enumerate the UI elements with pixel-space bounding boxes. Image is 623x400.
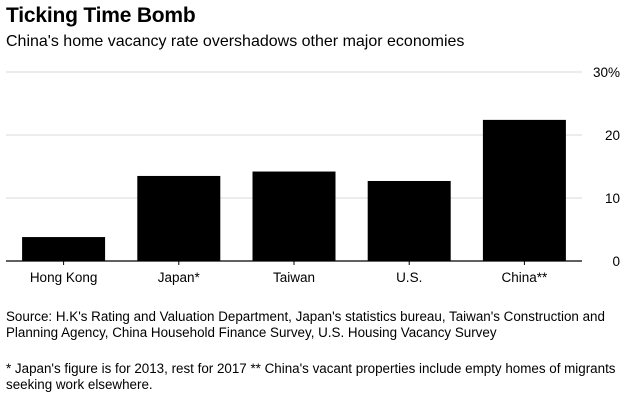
y-tick-label: 10 <box>605 191 620 206</box>
y-tick-label: 20 <box>605 128 620 143</box>
chart-subtitle: China's home vacancy rate overshadows ot… <box>6 33 465 50</box>
chart-title: Ticking Time Bomb <box>6 4 196 27</box>
y-tick-label: 30% <box>593 65 620 80</box>
y-axis-ticks: 0 10 20 30% <box>593 65 620 269</box>
x-category-label: Hong Kong <box>30 270 98 285</box>
bar-taiwan <box>252 171 336 261</box>
bar-u-s <box>367 180 451 261</box>
x-category-label: China** <box>502 270 549 285</box>
bar-hong-kong <box>22 237 106 261</box>
x-category-label: Japan* <box>158 270 201 285</box>
x-axis-categories: Hong Kong Japan* Taiwan U.S. China** <box>30 270 548 285</box>
source-note: Source: H.K's Rating and Valuation Depar… <box>6 309 605 340</box>
bar-chart: 0 10 20 30% Hong Kong Japan* Taiwan U.S. China*… <box>6 65 620 285</box>
y-tick-label: 0 <box>612 254 620 269</box>
bars <box>22 119 566 261</box>
footnote: * Japan's figure is for 2013, rest for 2… <box>6 361 616 392</box>
bar-china <box>482 119 566 261</box>
x-category-label: U.S. <box>396 270 422 285</box>
x-category-label: Taiwan <box>273 270 315 285</box>
bar-japan <box>137 175 221 261</box>
